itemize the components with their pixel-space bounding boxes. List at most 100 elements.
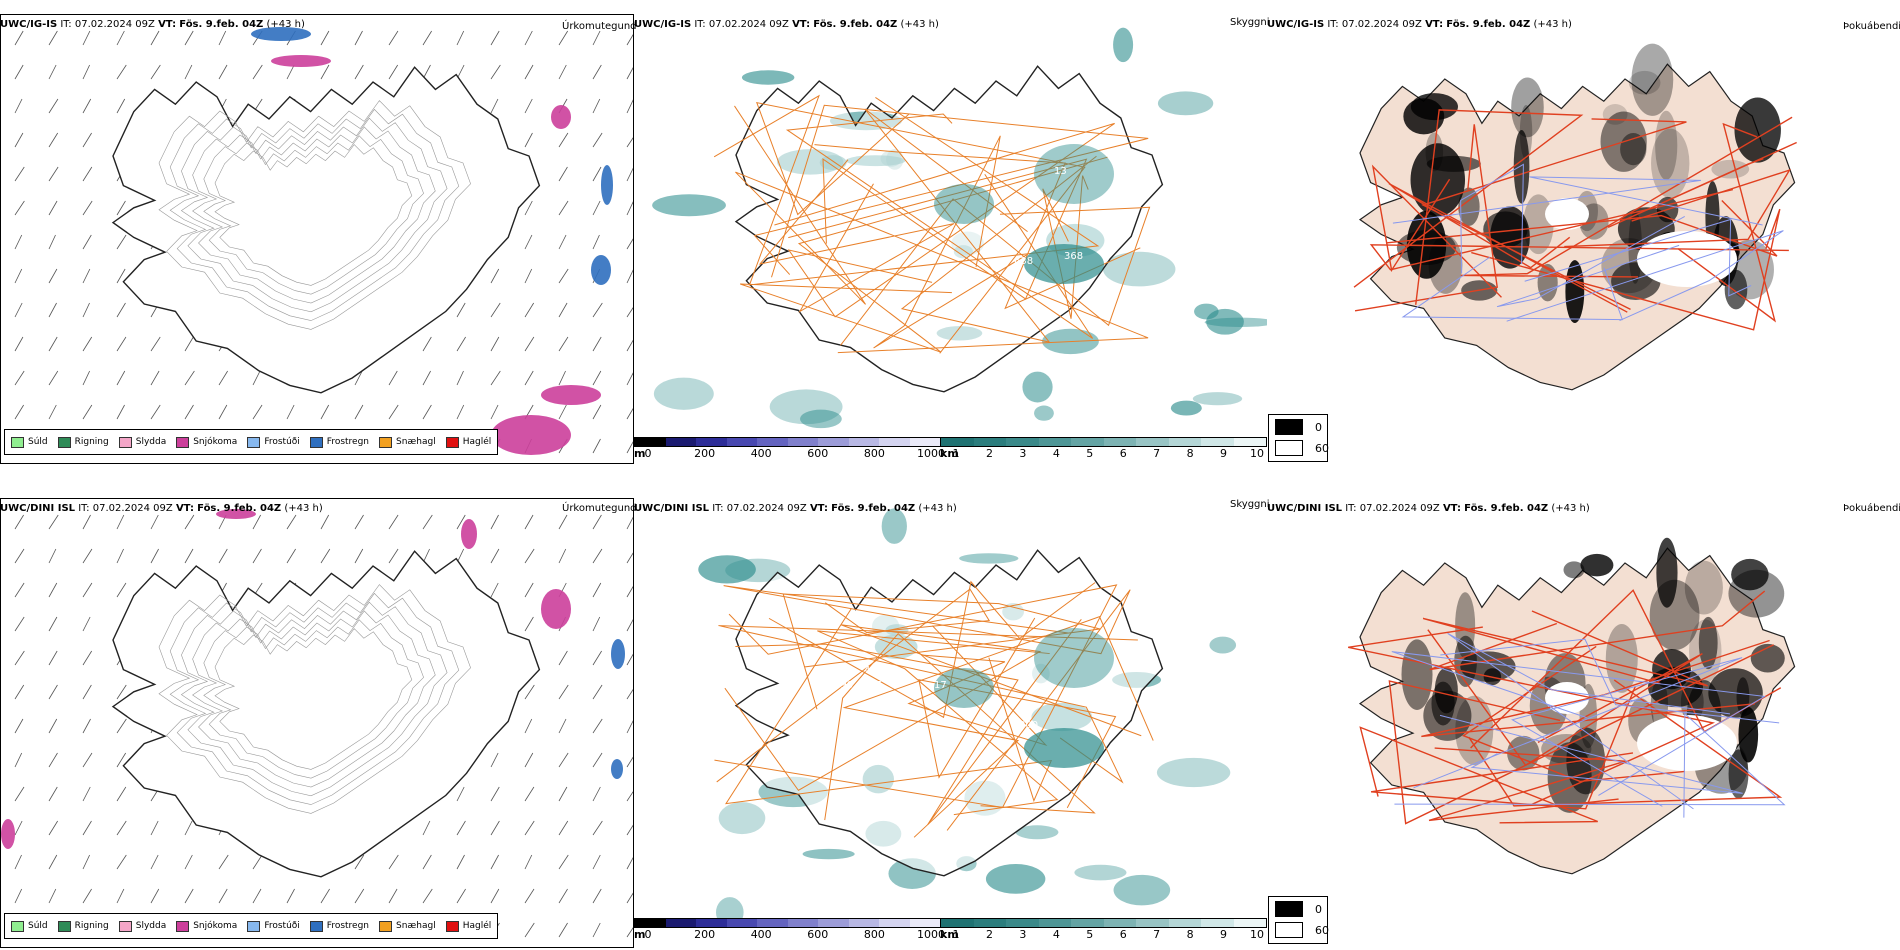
legend-swatch (247, 920, 261, 932)
visibility-area (1156, 757, 1231, 788)
wind-barb (354, 854, 365, 870)
colorbar-tick-label: 400 (750, 447, 772, 460)
wind-barb (592, 548, 603, 564)
wind-barb (626, 269, 633, 284)
wind-barb (558, 268, 569, 284)
legend-label: 60 (1315, 441, 1329, 455)
wind-barb (14, 820, 23, 836)
fog-legend-bottom: 0 60 (1268, 896, 1329, 944)
road-line (873, 135, 1028, 349)
precip-type-panel-top: Súld Rigning Slydda Snjókoma Frostúði Frostre… (0, 14, 634, 464)
wind-barb (490, 786, 500, 802)
wind-barb (184, 548, 194, 564)
legend-swatch (118, 920, 132, 932)
wind-barb (82, 98, 92, 114)
fog-layer (1348, 537, 1796, 875)
wind-barb (252, 514, 261, 530)
wind-barb (82, 752, 93, 768)
fog-index-area (1688, 619, 1722, 683)
colorbar-tick-label: 0 (644, 447, 652, 460)
wind-barb (558, 302, 568, 318)
wind-barb (558, 234, 567, 250)
visibility-area (1192, 392, 1243, 406)
visibility-area (881, 508, 907, 544)
colorbar-segment (879, 919, 910, 927)
terrain-contour (180, 117, 448, 313)
legend-label: Haglél (462, 921, 492, 931)
precip-area (611, 759, 623, 779)
cloud-base-label: 990 (834, 680, 853, 691)
wind-barb (592, 854, 601, 870)
colorbar-segment (757, 438, 788, 446)
wind-barb (490, 404, 499, 420)
wind-barb (14, 200, 25, 216)
wind-barb (558, 166, 568, 182)
wind-barb (82, 166, 93, 182)
wind-barb (82, 302, 90, 318)
visibility-area (652, 194, 726, 217)
visibility-colorbar-top: km 1 2 3 4 5 6 7 8 9 10 (940, 437, 1267, 461)
colorbar-segment (1168, 919, 1201, 927)
fog-index-area (1566, 727, 1606, 795)
wind-barb (14, 854, 22, 870)
wind-barb (150, 514, 159, 530)
road-line (768, 580, 1096, 719)
wind-barb (354, 370, 363, 386)
wind-barb (252, 404, 263, 420)
wind-barb (626, 372, 633, 386)
wind-barb (388, 888, 398, 904)
wind-barb (524, 684, 535, 700)
fog-index-area (1580, 553, 1614, 577)
precip-area (216, 509, 256, 519)
wind-barb (354, 30, 363, 46)
colorbar-tick-label: 5 (1086, 447, 1094, 460)
wind-barb (558, 922, 568, 938)
fog-legend-item: 0 (1275, 901, 1322, 917)
legend-label: Slydda (135, 921, 167, 931)
wind-barb (14, 752, 23, 768)
height-colorbar-bottom: m 0 200 400 600 800 1000 (634, 918, 945, 942)
precip-map-top (14, 27, 633, 455)
wind-barb (592, 650, 602, 666)
visibility-area (1209, 636, 1237, 654)
wind-barb (422, 854, 432, 870)
wind-barb (626, 857, 633, 870)
colorbar-segment (818, 438, 849, 446)
wind-barb (354, 888, 365, 904)
visibility-area (741, 70, 795, 85)
terrain-contour (192, 126, 436, 304)
colorbar-segment (848, 438, 879, 446)
road-line (1359, 726, 1598, 824)
wind-barb (592, 582, 602, 598)
precip-area (271, 55, 331, 67)
road-line (1042, 175, 1089, 319)
colorbar-tick-label: 8 (1186, 928, 1194, 941)
wind-barb (82, 200, 93, 216)
legend-label: Rigning (74, 437, 109, 447)
fog-legend-item: 0 (1275, 419, 1322, 435)
cloud-base-label: 17 (934, 680, 947, 691)
wind-barb (48, 166, 59, 182)
wind-barb (490, 336, 500, 352)
wind-barb (48, 514, 59, 530)
wind-barb (524, 370, 534, 386)
wind-barb (422, 30, 432, 46)
wind-barb (116, 64, 127, 80)
wind-barb (388, 30, 399, 46)
road-line (1564, 168, 1792, 248)
wind-barb (354, 514, 364, 530)
fog-index-area (1656, 537, 1678, 608)
wind-barb (82, 718, 91, 734)
wind-barb (184, 370, 195, 386)
precip-legend-item: Rigning (57, 436, 109, 448)
wind-barb (48, 684, 58, 700)
colorbar-segment (973, 919, 1006, 927)
wind-barb (524, 302, 535, 318)
colorbar-tick-label: 1 (952, 447, 960, 460)
fog-index-area (1563, 561, 1585, 579)
fog-index-area (1428, 235, 1463, 294)
road-line (840, 198, 1151, 346)
wind-barb (524, 268, 533, 284)
colorbar-segment (1136, 919, 1169, 927)
wind-barb (150, 336, 161, 352)
